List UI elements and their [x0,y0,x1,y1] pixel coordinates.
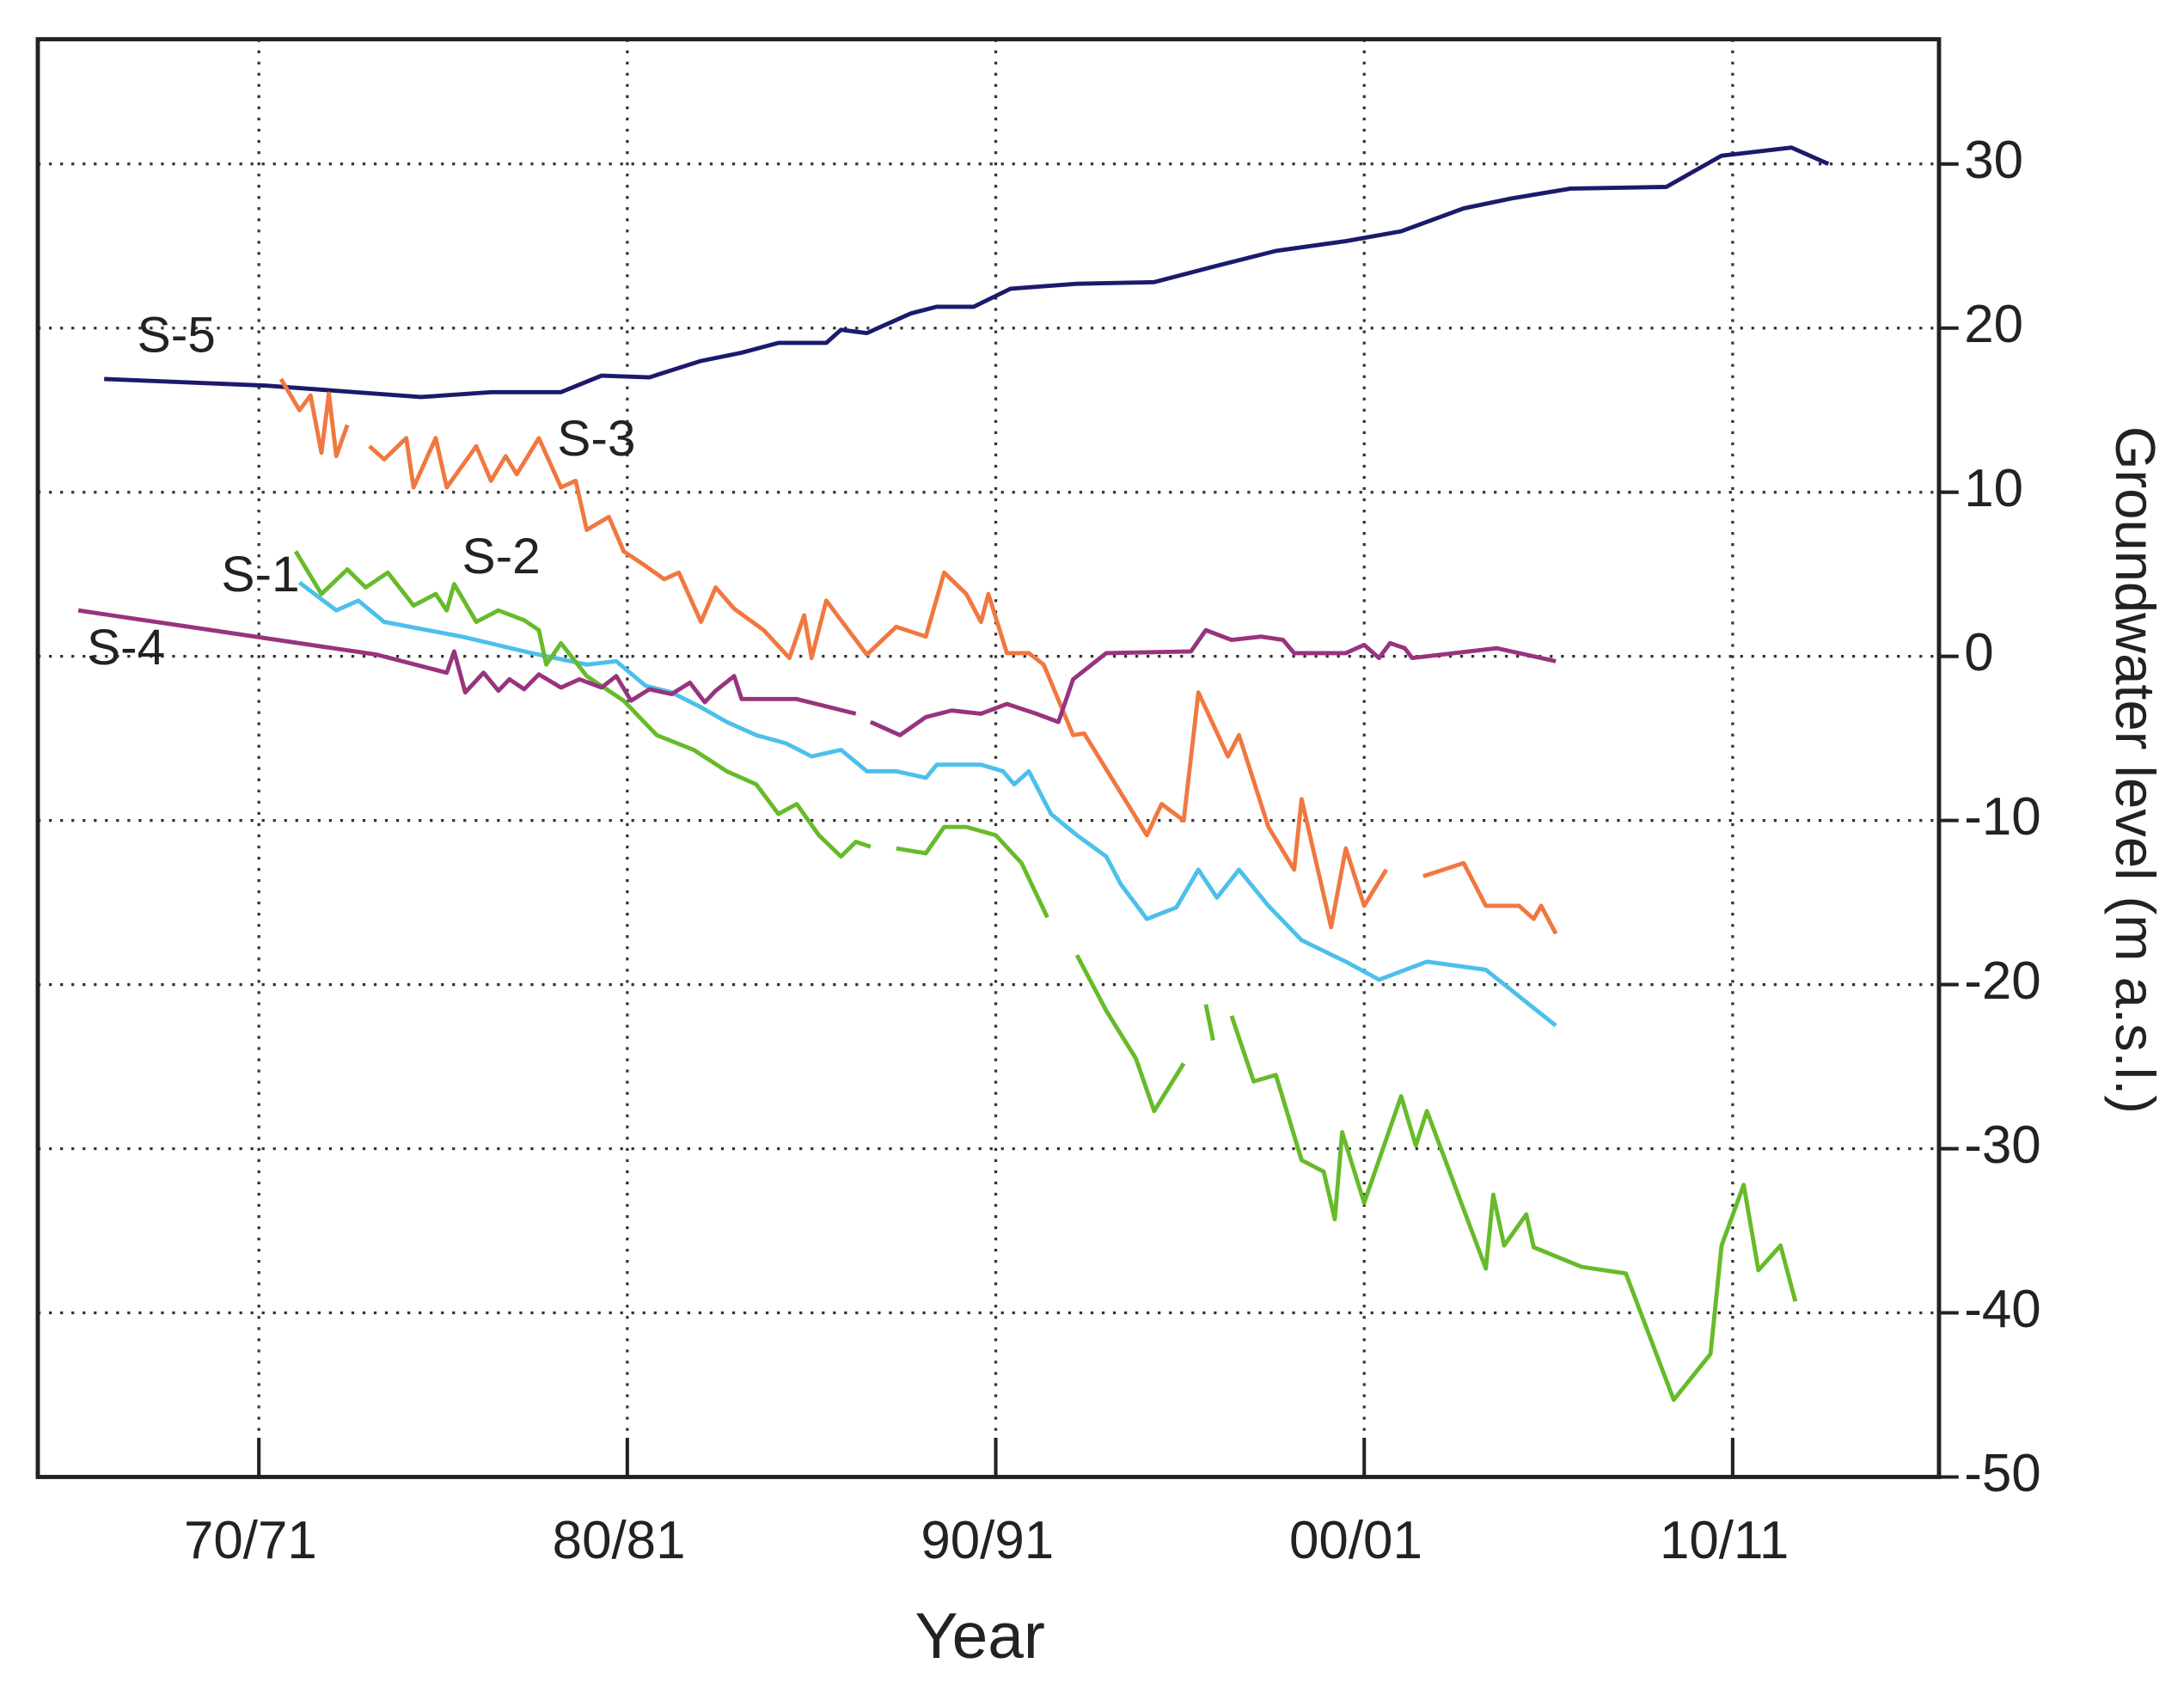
x-tick-label: 10/11 [1660,1511,1789,1570]
x-tick-label: 90/91 [921,1511,1054,1570]
series-line [77,608,1557,737]
x-tick-label: 80/81 [553,1511,686,1570]
series-line [278,377,1558,935]
y-tick-label: 0 [1964,623,1993,682]
series-label: S-1 [221,547,299,602]
y-tick-label: -10 [1964,787,2040,847]
y-tick-label: 20 [1964,295,2023,354]
y-axis-title: Groundwater level (m a.s.l.) [2104,426,2167,1114]
series-label: S-2 [462,529,541,584]
series-label: S-3 [557,411,635,467]
series-label: S-4 [87,620,165,676]
y-tick-label: -20 [1964,951,2040,1011]
series-label: S-5 [138,308,216,364]
x-tick-label: 70/71 [184,1511,317,1570]
x-tick-label: 00/01 [1289,1511,1422,1570]
series-line [297,580,1557,1028]
y-tick-label: -30 [1964,1116,2040,1175]
y-tick-label: -50 [1964,1444,2040,1503]
y-tick-label: 30 [1964,131,2023,190]
plot-frame [35,37,1942,1479]
series-line [293,550,1798,1403]
x-axis-title: Year [915,1599,1045,1672]
series-line [104,145,1830,400]
y-tick-label: 10 [1964,459,2023,518]
y-tick-label: -40 [1964,1280,2040,1339]
